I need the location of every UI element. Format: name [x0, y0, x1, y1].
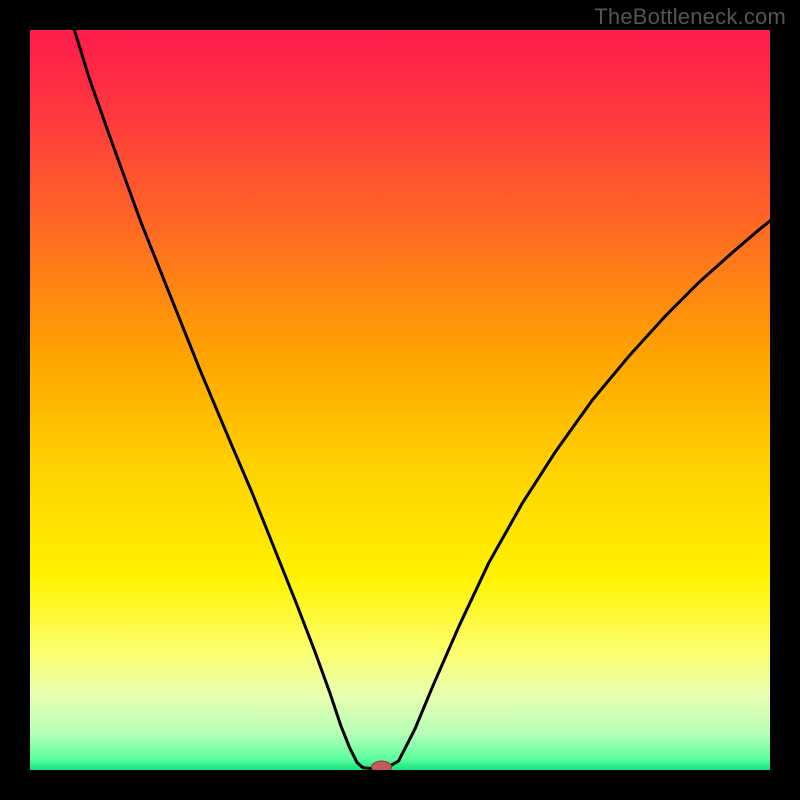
bottleneck-chart: [30, 30, 770, 770]
optimal-point-marker: [372, 761, 392, 770]
watermark-text: TheBottleneck.com: [594, 4, 786, 30]
chart-root: TheBottleneck.com: [0, 0, 800, 800]
gradient-background: [30, 30, 770, 770]
